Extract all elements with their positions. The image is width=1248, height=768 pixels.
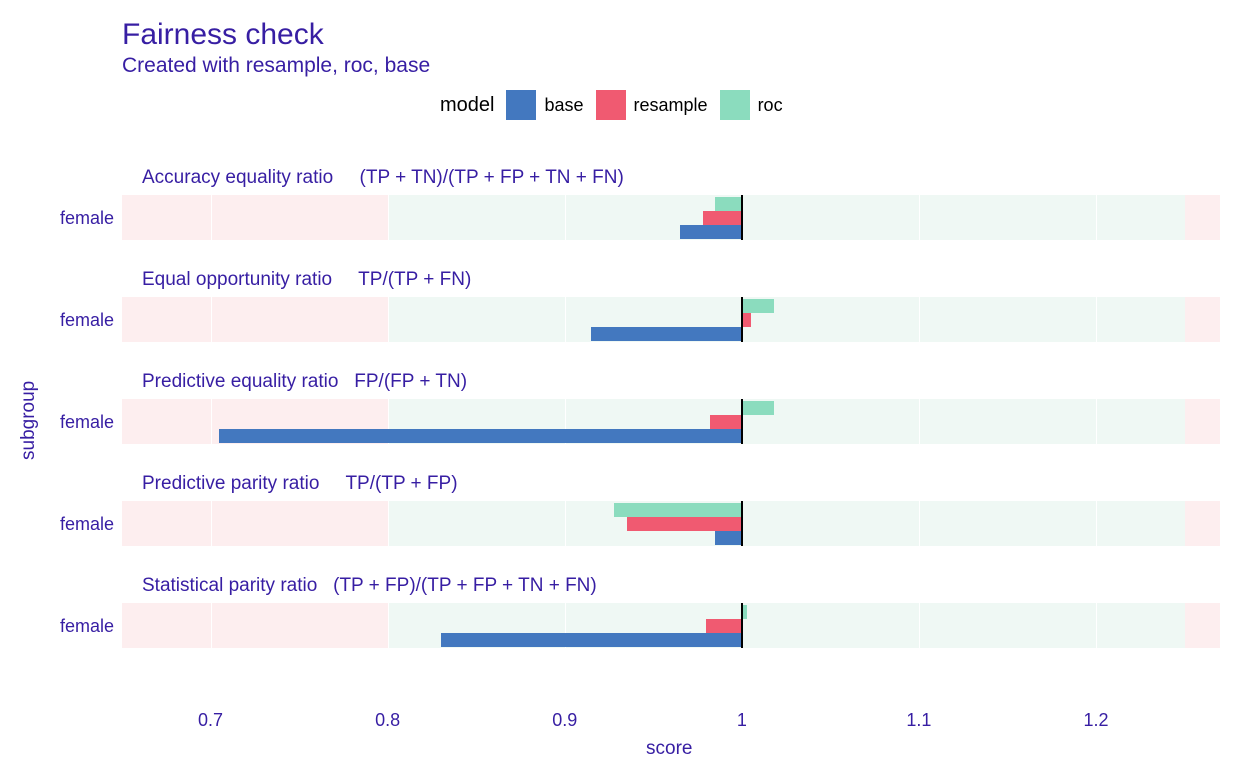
band-ok [388, 501, 1185, 546]
x-tick-label: 0.9 [547, 710, 583, 731]
gridline [388, 195, 389, 240]
bar-resample [742, 313, 751, 327]
band-ok [388, 195, 1185, 240]
plot-area [122, 297, 1220, 342]
x-tick-label: 1.2 [1078, 710, 1114, 731]
gridline [388, 501, 389, 546]
gridline [1096, 501, 1097, 546]
bar-roc [614, 503, 742, 517]
bar-resample [710, 415, 742, 429]
fairness-chart-container: Fairness checkCreated with resample, roc… [0, 0, 1248, 768]
x-tick-label: 1.1 [901, 710, 937, 731]
gridline [388, 297, 389, 342]
legend-item-label: base [544, 95, 583, 116]
gridline [919, 501, 920, 546]
reference-line [741, 195, 743, 240]
chart-title: Fairness check [122, 18, 324, 52]
plot-area [122, 603, 1220, 648]
gridline [1096, 399, 1097, 444]
gridline [1096, 297, 1097, 342]
bar-base [680, 225, 742, 239]
legend-swatch [596, 90, 626, 120]
band-high [1185, 399, 1220, 444]
category-label: female [42, 514, 114, 535]
x-tick-label: 0.7 [193, 710, 229, 731]
panel-title: Equal opportunity ratio TP/(TP + FN) [142, 269, 471, 291]
band-low [122, 195, 388, 240]
category-label: female [42, 208, 114, 229]
gridline [1096, 195, 1097, 240]
reference-line [741, 603, 743, 648]
gridline [211, 297, 212, 342]
band-high [1185, 195, 1220, 240]
gridline [919, 297, 920, 342]
panel-title: Accuracy equality ratio (TP + TN)/(TP + … [142, 167, 624, 189]
legend-label: model [440, 94, 494, 117]
reference-line [741, 399, 743, 444]
legend-item-roc: roc [720, 90, 783, 120]
y-axis-label: subgroup [18, 381, 40, 460]
legend-item-label: roc [758, 95, 783, 116]
plot-area [122, 399, 1220, 444]
band-high [1185, 603, 1220, 648]
bar-roc [742, 401, 774, 415]
panel-title: Predictive parity ratio TP/(TP + FP) [142, 473, 458, 495]
gridline [565, 501, 566, 546]
legend-item-label: resample [634, 95, 708, 116]
gridline [211, 603, 212, 648]
reference-line [741, 501, 743, 546]
gridline [919, 399, 920, 444]
plot-area [122, 195, 1220, 240]
legend-swatch [506, 90, 536, 120]
legend-item-base: base [506, 90, 583, 120]
x-tick-label: 1 [724, 710, 760, 731]
band-low [122, 501, 388, 546]
bar-base [591, 327, 742, 341]
gridline [919, 195, 920, 240]
gridline [1096, 603, 1097, 648]
bar-base [715, 531, 742, 545]
band-low [122, 603, 388, 648]
gridline [919, 603, 920, 648]
bar-resample [706, 619, 741, 633]
bar-base [441, 633, 742, 647]
x-axis-label: score [646, 738, 692, 760]
bar-base [219, 429, 741, 443]
bar-roc [742, 299, 774, 313]
gridline [565, 297, 566, 342]
gridline [211, 501, 212, 546]
gridline [565, 195, 566, 240]
legend: model base resample roc [440, 90, 783, 120]
bar-roc [715, 197, 742, 211]
panel-title: Predictive equality ratio FP/(FP + TN) [142, 371, 467, 393]
chart-subtitle: Created with resample, roc, base [122, 54, 430, 78]
gridline [211, 195, 212, 240]
category-label: female [42, 310, 114, 331]
bar-resample [627, 517, 742, 531]
band-high [1185, 501, 1220, 546]
band-high [1185, 297, 1220, 342]
panel-title: Statistical parity ratio (TP + FP)/(TP +… [142, 575, 597, 597]
plot-area [122, 501, 1220, 546]
legend-swatch [720, 90, 750, 120]
gridline [388, 603, 389, 648]
category-label: female [42, 616, 114, 637]
band-low [122, 297, 388, 342]
gridline [211, 399, 212, 444]
x-tick-label: 0.8 [370, 710, 406, 731]
reference-line [741, 297, 743, 342]
band-ok [388, 297, 1185, 342]
legend-item-resample: resample [596, 90, 708, 120]
bar-resample [703, 211, 742, 225]
category-label: female [42, 412, 114, 433]
